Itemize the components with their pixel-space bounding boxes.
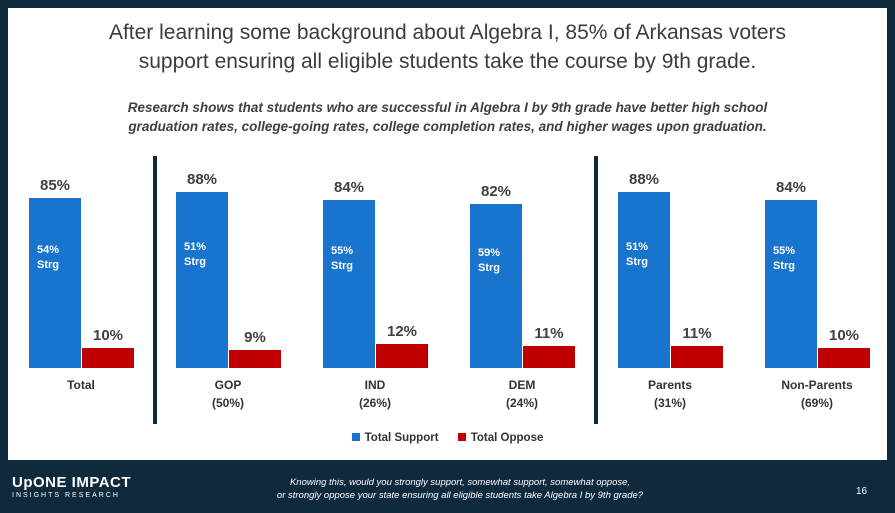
strong-support-text: Strg — [626, 256, 648, 268]
support-bar — [618, 192, 670, 368]
support-value-label: 84% — [334, 179, 364, 196]
strong-support-text: Strg — [331, 260, 353, 272]
slide-title: After learning some background about Alg… — [0, 18, 895, 76]
support-bar — [176, 192, 228, 368]
category-sublabel: (24%) — [506, 396, 538, 410]
oppose-bar — [671, 346, 723, 368]
category-sublabel: (26%) — [359, 396, 391, 410]
oppose-bar — [818, 348, 870, 368]
strong-support-label: 51% — [184, 241, 206, 253]
legend-label-support: Total Support — [364, 432, 439, 444]
category-sublabel: (50%) — [212, 396, 244, 410]
strong-support-label: 54% — [37, 244, 59, 256]
logo-sub-text: INSIGHTS RESEARCH — [12, 492, 120, 499]
oppose-bar — [229, 350, 281, 368]
strong-support-label: 55% — [773, 245, 795, 257]
legend-item-oppose: Total Oppose — [457, 432, 544, 444]
category-label: GOP — [215, 378, 242, 392]
category-sublabel: (69%) — [801, 396, 833, 410]
support-value-label: 84% — [776, 179, 806, 196]
slide-subtitle-line-1: Research shows that students who are suc… — [127, 100, 768, 115]
legend-item-support: Total Support — [351, 432, 439, 444]
survey-question-line-1: Knowing this, would you strongly support… — [289, 477, 631, 488]
strong-support-text: Strg — [184, 256, 206, 268]
strong-support-text: Strg — [37, 259, 59, 271]
support-value-label: 82% — [481, 183, 511, 200]
category-label: Non-Parents — [781, 378, 853, 392]
oppose-value-label: 12% — [387, 323, 417, 340]
oppose-bar — [376, 344, 428, 368]
logo-main-text: UpONE IMPACT — [12, 474, 132, 491]
support-bar — [765, 200, 817, 368]
category-label: DEM — [509, 378, 536, 392]
oppose-value-label: 10% — [93, 327, 123, 344]
support-bar — [29, 198, 81, 368]
strong-support-label: 55% — [331, 245, 353, 257]
slide-title-line-1: After learning some background about Alg… — [108, 21, 787, 44]
legend-swatch-support — [351, 433, 360, 441]
oppose-value-label: 10% — [829, 327, 859, 344]
support-value-label: 85% — [40, 177, 70, 194]
chart-legend: Total Support Total Oppose — [0, 432, 895, 444]
slide-subtitle-line-2: graduation rates, college-going rates, c… — [128, 119, 767, 134]
oppose-value-label: 11% — [534, 325, 563, 342]
company-logo: UpONE IMPACT INSIGHTS RESEARCH — [12, 474, 131, 499]
category-label: Parents — [648, 378, 692, 392]
support-value-label: 88% — [629, 171, 659, 188]
strong-support-text: Strg — [773, 260, 795, 272]
legend-label-oppose: Total Oppose — [470, 432, 544, 444]
category-label: Total — [67, 378, 95, 392]
support-bar — [470, 204, 522, 368]
category-label: IND — [365, 378, 386, 392]
oppose-value-label: 11% — [682, 325, 711, 342]
slide-title-line-2: support ensuring all eligible students t… — [138, 50, 757, 73]
oppose-value-label: 9% — [244, 329, 266, 346]
strong-support-text: Strg — [478, 262, 500, 274]
strong-support-label: 59% — [478, 247, 500, 259]
survey-question-line-2: or strongly oppose your state ensuring a… — [276, 490, 644, 501]
category-sublabel: (31%) — [654, 396, 686, 410]
oppose-bar — [523, 346, 575, 368]
group-divider-1 — [153, 156, 157, 424]
group-divider-2 — [594, 156, 598, 424]
slide-subtitle: Research shows that students who are suc… — [0, 98, 895, 136]
legend-swatch-oppose — [457, 433, 466, 441]
oppose-bar — [82, 348, 134, 368]
support-bar — [323, 200, 375, 368]
page-number: 16 — [856, 486, 868, 497]
strong-support-label: 51% — [626, 241, 648, 253]
support-value-label: 88% — [187, 171, 217, 188]
survey-question: Knowing this, would you strongly support… — [200, 476, 720, 502]
